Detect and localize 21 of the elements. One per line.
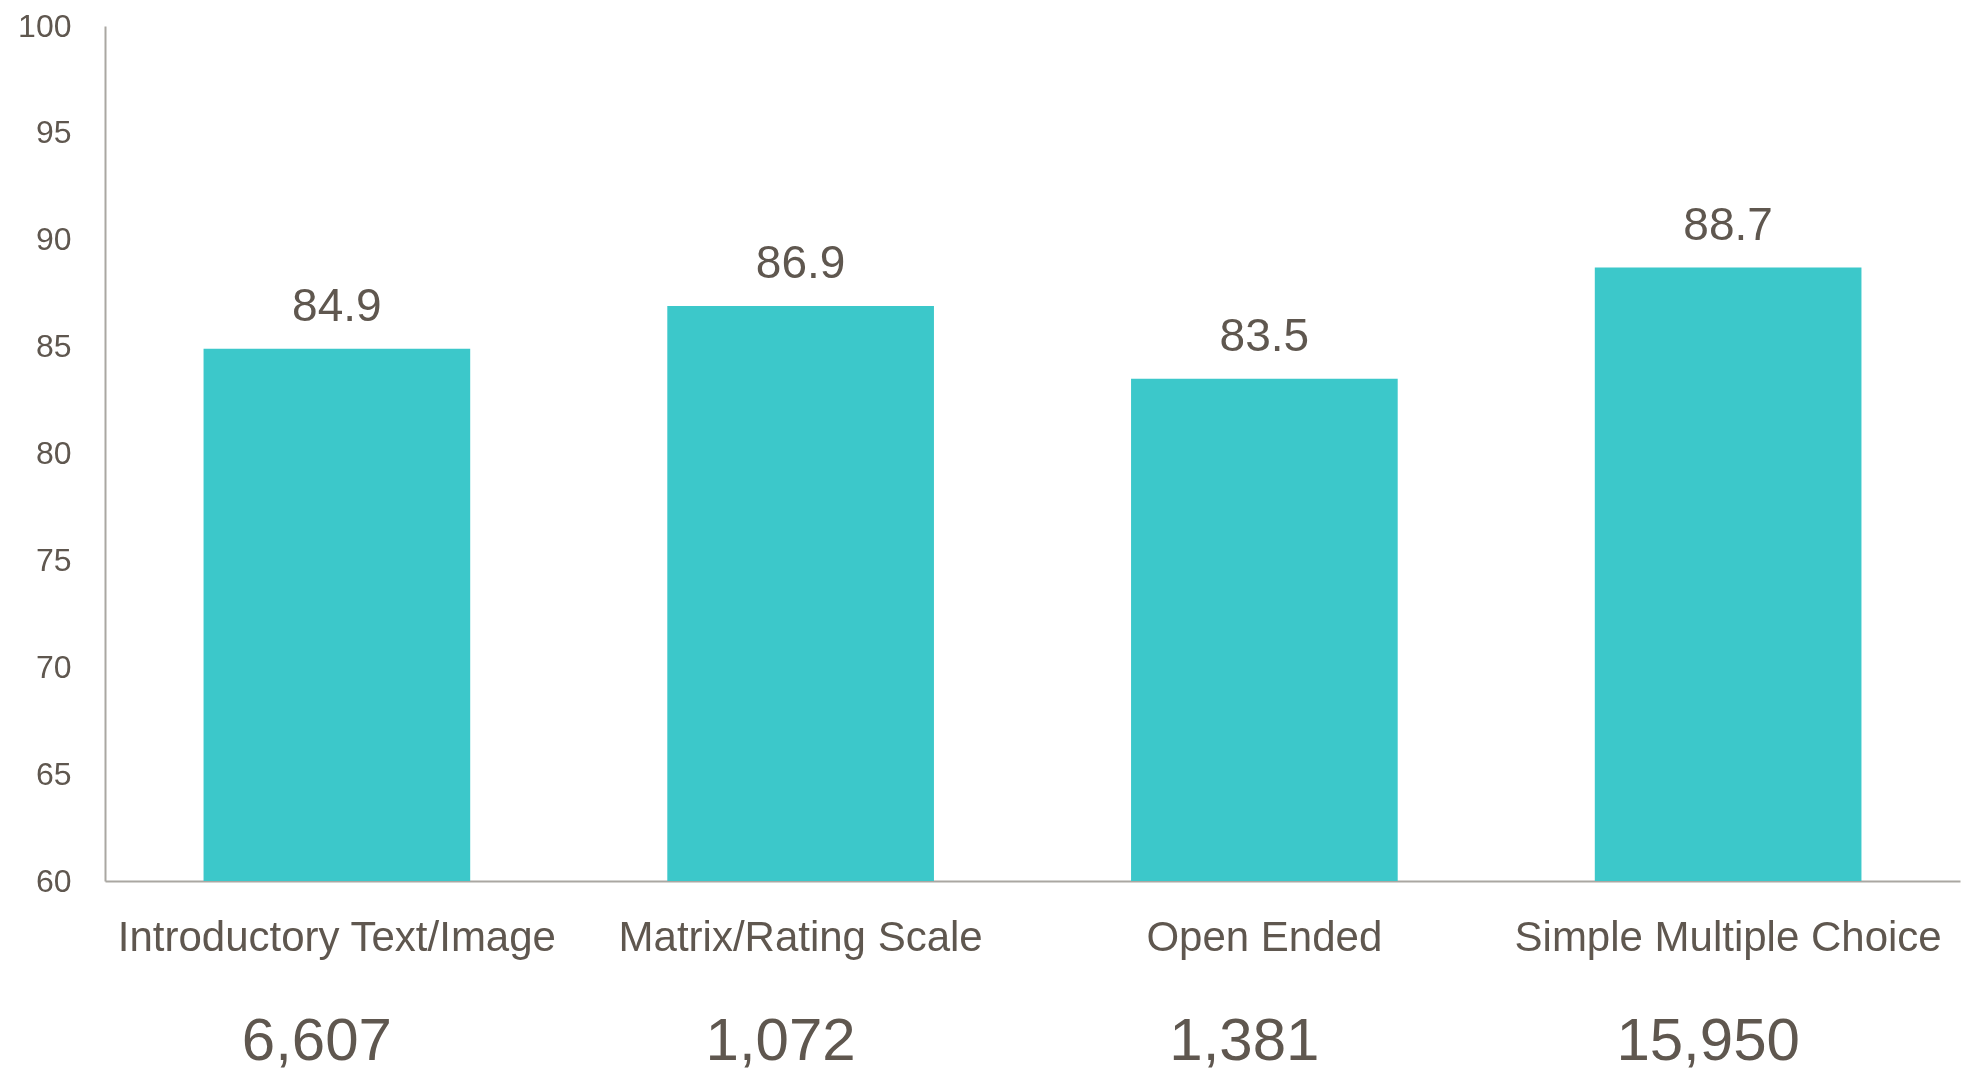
- y-tick-label: 100: [18, 7, 72, 44]
- data-label: 83.5: [1219, 308, 1310, 361]
- text: 15,950: [1616, 1006, 1800, 1073]
- x-tick-label: Simple Multiple Choice: [1514, 912, 1942, 960]
- data-label: 84.9: [292, 278, 382, 331]
- y-tick-label: 85: [35, 328, 72, 365]
- x-tick-label: Open Ended: [1146, 912, 1383, 960]
- x-tick-label: Introductory Text/Image: [117, 912, 556, 960]
- data-label: 88.7: [1683, 197, 1773, 250]
- text: 1,381: [1169, 1006, 1320, 1073]
- y-tick-label: 95: [35, 114, 72, 151]
- y-tick-label: 75: [35, 541, 72, 578]
- y-tick-label: 90: [35, 221, 72, 258]
- y-tick-label: 65: [35, 755, 72, 792]
- y-tick-label: 60: [35, 862, 72, 899]
- y-tick-label: 80: [35, 435, 72, 471]
- x-tick-label: Matrix/Rating Scale: [618, 912, 983, 960]
- text: 6,607: [241, 1006, 392, 1073]
- text: 1,072: [705, 1006, 856, 1073]
- y-tick-label: 70: [35, 648, 72, 685]
- data-label: 86.9: [755, 236, 846, 289]
